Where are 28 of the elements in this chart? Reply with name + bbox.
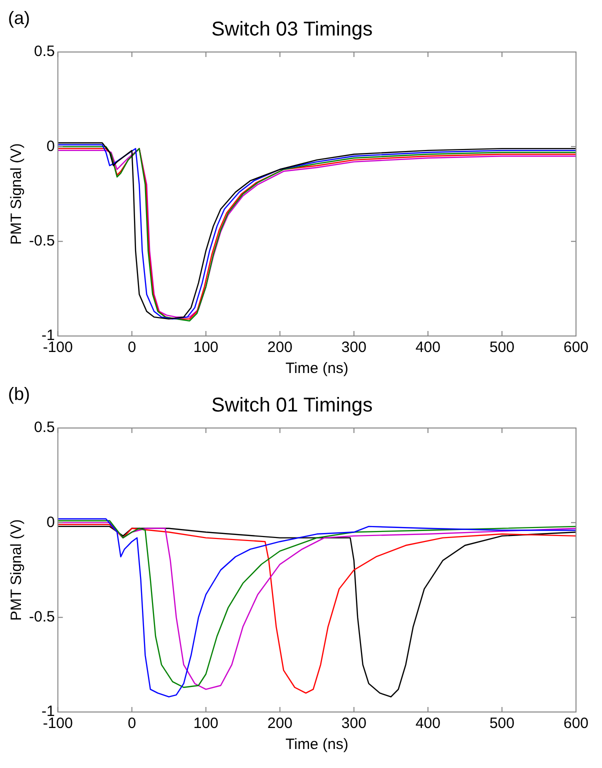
x-tick-label: 100 <box>193 339 218 356</box>
x-tick-label: 0 <box>128 715 136 732</box>
x-tick-label: 200 <box>267 715 292 732</box>
x-tick-label: 0 <box>128 339 136 356</box>
x-tick-label: 600 <box>563 715 589 732</box>
x-tick-label: 400 <box>415 715 440 732</box>
x-tick-label: 600 <box>563 339 589 356</box>
x-axis-title: Time (ns) <box>286 736 348 754</box>
x-tick-label: 300 <box>341 339 366 356</box>
x-tick-label: 500 <box>489 339 514 356</box>
y-tick-label: -0.5 <box>28 608 55 626</box>
y-tick-label: 0.5 <box>34 43 55 60</box>
y-tick-label: 0 <box>46 514 55 531</box>
x-tick-label: 300 <box>341 715 366 732</box>
y-tick-label: 0 <box>46 138 55 155</box>
chart-title: Switch 01 Timings <box>211 394 373 417</box>
x-axis-title: Time (ns) <box>286 360 348 378</box>
x-tick-label: 400 <box>415 339 440 356</box>
x-tick-label: 500 <box>489 715 514 732</box>
x-tick-label: 200 <box>267 339 292 356</box>
text: (b) <box>8 384 30 405</box>
y-axis-title: PMT Signal (V) <box>8 519 26 621</box>
x-tick-label: 100 <box>193 715 218 732</box>
chart-title: Switch 03 Timings <box>211 18 373 41</box>
text: (a) <box>8 8 30 29</box>
y-axis-title: PMT Signal (V) <box>8 143 26 245</box>
y-tick-label: 0.5 <box>34 419 55 436</box>
y-tick-label: -0.5 <box>28 232 55 250</box>
